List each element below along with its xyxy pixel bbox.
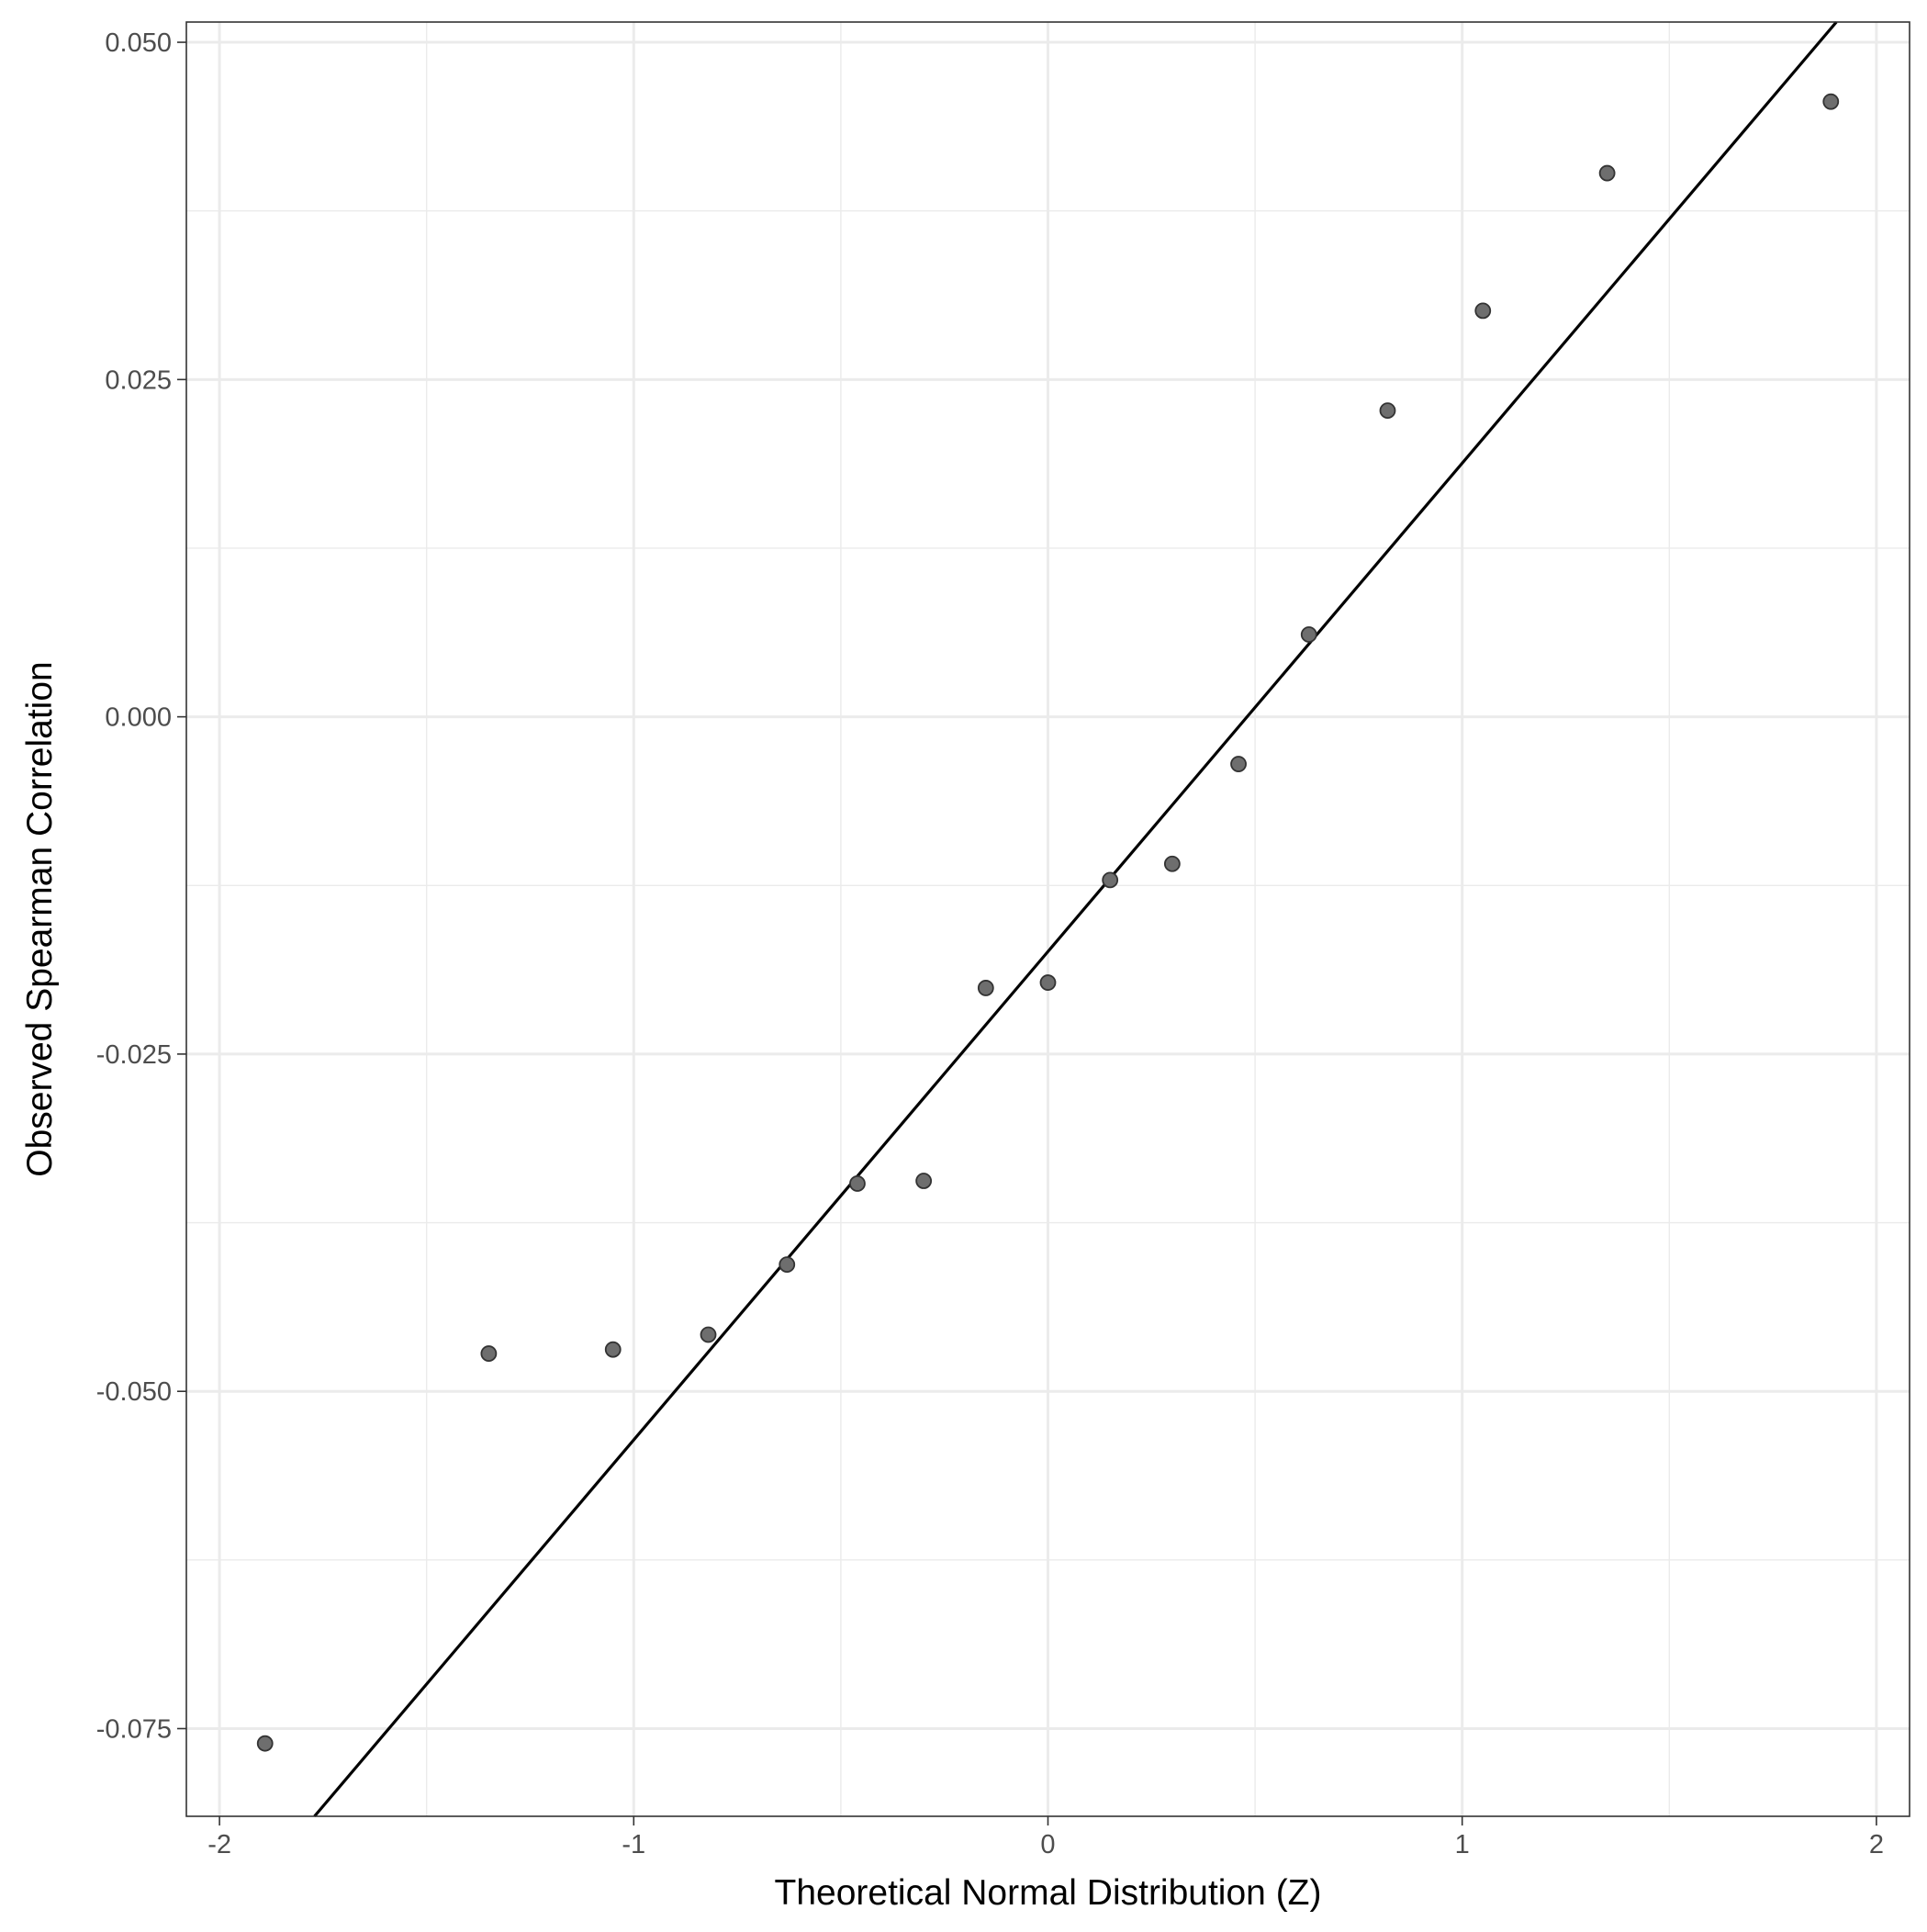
reference-line [313, 20, 1838, 1818]
data-point [1598, 164, 1616, 182]
x-axis-title: Theoretical Normal Distribution (Z) [775, 1873, 1322, 1913]
y-tick-label: 0.050 [105, 28, 172, 58]
y-tick-label: 0.000 [105, 703, 172, 733]
data-point [256, 1735, 274, 1752]
x-axis-ticks: -2 -1 0 1 2 [207, 1816, 1884, 1859]
data-point [849, 1175, 866, 1192]
y-tick-label: -0.050 [96, 1377, 172, 1407]
x-tick-label: -2 [207, 1830, 231, 1859]
data-point [480, 1345, 498, 1362]
x-tick-label: 1 [1455, 1830, 1470, 1859]
data-point [977, 980, 994, 996]
data-point [1230, 756, 1247, 772]
data-point [604, 1341, 622, 1358]
y-tick-label: -0.025 [96, 1040, 172, 1070]
data-point [1379, 402, 1396, 420]
data-point [1474, 302, 1492, 320]
data-point [1822, 93, 1840, 110]
data-point [779, 1256, 796, 1274]
y-tick-label: -0.075 [96, 1715, 172, 1745]
data-points [256, 93, 1840, 1752]
data-point [1039, 974, 1057, 991]
major-gridlines [186, 22, 1910, 1816]
y-tick-label: 0.025 [105, 365, 172, 395]
x-tick-label: 2 [1869, 1830, 1884, 1859]
data-point [1300, 626, 1317, 643]
y-axis-title: Observed Spearman Correlation [20, 661, 60, 1176]
y-axis-ticks: -0.075 -0.050 -0.025 0.000 0.025 0.050 [96, 28, 186, 1745]
data-point [700, 1326, 717, 1343]
x-tick-label: -1 [622, 1830, 645, 1859]
data-point [915, 1173, 933, 1189]
data-point [1102, 871, 1119, 889]
reference-line-group [313, 20, 1838, 1818]
data-point [1163, 855, 1181, 872]
x-tick-label: 0 [1040, 1830, 1055, 1859]
